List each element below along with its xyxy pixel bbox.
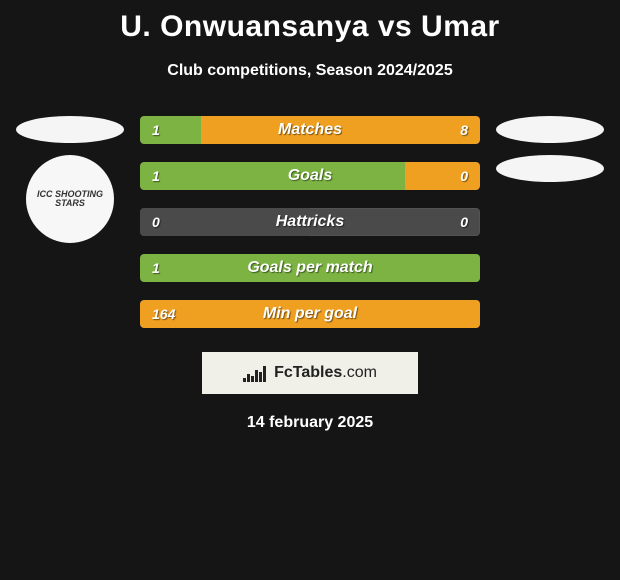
stat-bar-left-fill <box>140 116 201 144</box>
footer-brand-box[interactable]: FcTables.com <box>202 352 418 394</box>
subtitle: Club competitions, Season 2024/2025 <box>0 62 620 80</box>
comparison-widget: U. Onwuansanya vs Umar Club competitions… <box>0 0 620 580</box>
stat-bar: Goals10 <box>140 162 480 190</box>
stat-bar: Min per goal164 <box>140 300 480 328</box>
stat-bar-left-fill <box>140 254 480 282</box>
left-avatar-col: ICC SHOOTING STARS <box>16 116 124 328</box>
stat-bar-left-fill <box>140 162 405 190</box>
player1-flag-placeholder <box>16 116 124 143</box>
player1-club-text: ICC SHOOTING STARS <box>26 190 114 208</box>
player2-club-placeholder <box>496 155 604 182</box>
stat-bar-left-fill <box>140 208 310 236</box>
page-title: U. Onwuansanya vs Umar <box>0 0 620 44</box>
right-avatar-col <box>496 116 604 328</box>
stat-bar: Goals per match1 <box>140 254 480 282</box>
snapshot-date: 14 february 2025 <box>0 414 620 432</box>
footer-brand-name: FcTables <box>274 364 342 381</box>
stat-bar-right-fill <box>405 162 480 190</box>
stat-bar: Hattricks00 <box>140 208 480 236</box>
footer-brand-suffix: .com <box>342 364 377 381</box>
player2-flag-placeholder <box>496 116 604 143</box>
footer-brand-text: FcTables.com <box>274 364 377 382</box>
player1-club-badge: ICC SHOOTING STARS <box>26 155 114 243</box>
content-row: ICC SHOOTING STARS Matches18 Goals10 Hattr… <box>0 116 620 328</box>
stat-bar-left-fill <box>140 300 480 328</box>
stat-right-value: 0 <box>460 208 468 236</box>
stat-bar-right-fill <box>201 116 480 144</box>
stat-bar: Matches18 <box>140 116 480 144</box>
stat-bars: Matches18 Goals10 Hattricks00 Goals per mat… <box>140 116 480 328</box>
brand-chart-icon <box>243 364 266 382</box>
